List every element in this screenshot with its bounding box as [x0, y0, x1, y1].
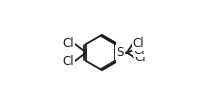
- Text: S: S: [116, 46, 124, 59]
- Text: Cl: Cl: [63, 37, 74, 50]
- Text: Cl: Cl: [133, 37, 144, 50]
- Text: Cl: Cl: [133, 44, 145, 57]
- Text: Cl: Cl: [63, 55, 74, 68]
- Text: Cl: Cl: [134, 51, 146, 64]
